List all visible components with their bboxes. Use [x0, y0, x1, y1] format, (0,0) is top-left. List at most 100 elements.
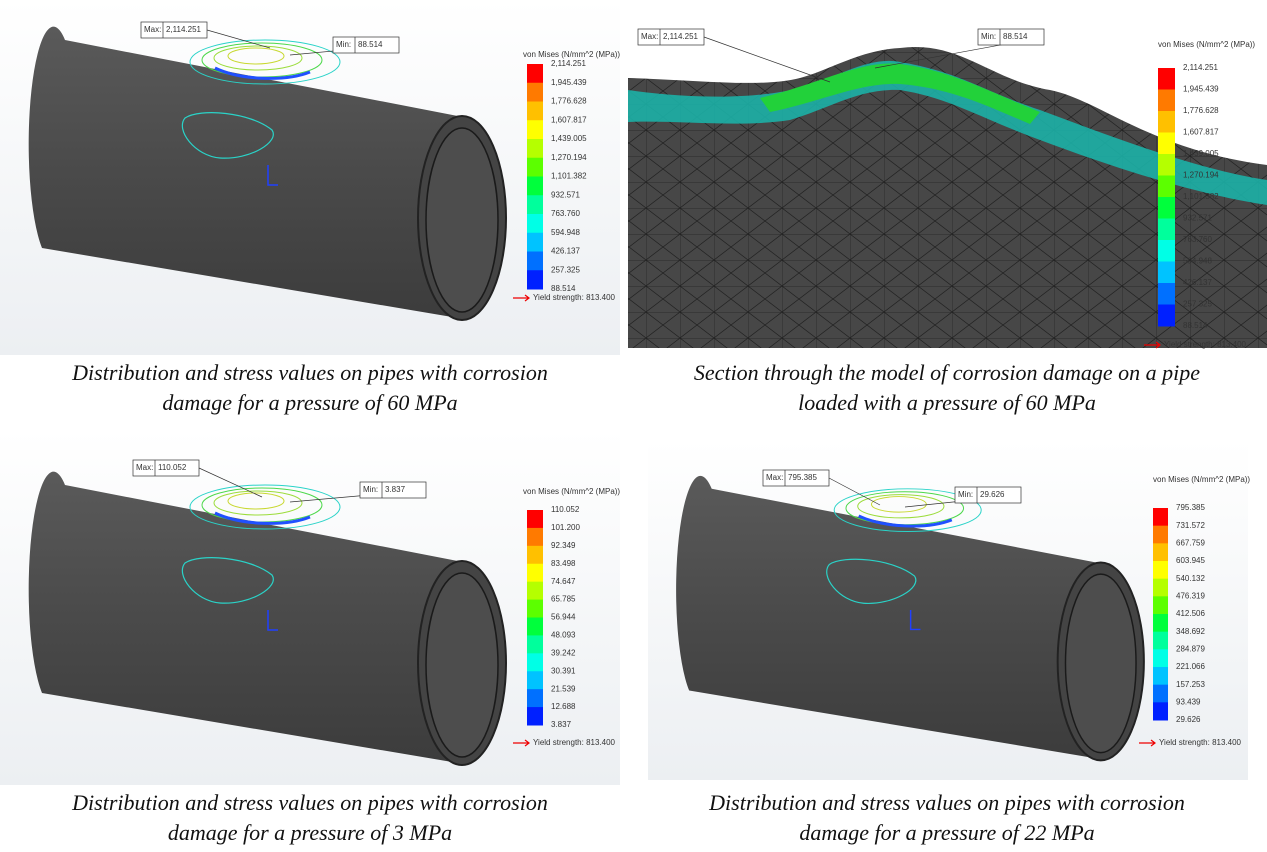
legend-color	[527, 233, 543, 252]
legend-color	[1153, 667, 1168, 685]
legend-value: 101.200	[551, 523, 580, 532]
max-value: 795.385	[788, 473, 817, 482]
legend-color	[527, 707, 543, 725]
legend-color	[1153, 579, 1168, 597]
legend-value: 65.785	[551, 595, 576, 604]
legend-color	[527, 139, 543, 158]
legend-value: 932.571	[551, 190, 580, 199]
legend-color	[1153, 632, 1168, 650]
legend-color	[527, 83, 543, 102]
legend-color	[527, 528, 543, 546]
legend-color	[1158, 240, 1175, 262]
legend-color	[527, 64, 543, 83]
max-value: 110.052	[158, 463, 187, 472]
min-value: 88.514	[1003, 32, 1028, 41]
legend-color	[1153, 561, 1168, 579]
legend-color	[1153, 702, 1168, 720]
legend-color	[527, 546, 543, 564]
legend-color	[1158, 197, 1175, 219]
legend-value: 1,439.005	[551, 134, 587, 143]
legend-color	[527, 177, 543, 196]
legend-value: 667.759	[1176, 538, 1205, 547]
legend-color	[527, 102, 543, 121]
legend-color	[527, 635, 543, 653]
caption-line: Distribution and stress values on pipes …	[71, 360, 548, 385]
figure: Max: 2,114.251 Min: 88.514 von Mises (N/mm^2…	[0, 0, 1267, 852]
min-label: Min:	[363, 485, 378, 494]
legend-color	[527, 214, 543, 233]
legend-color	[1153, 543, 1168, 561]
caption-line: loaded with a pressure of 60 MPa	[798, 390, 1096, 415]
legend-color	[1158, 154, 1175, 176]
legend-value: 30.391	[551, 666, 576, 675]
caption-line: Distribution and stress values on pipes …	[71, 790, 548, 815]
legend-value: 603.945	[1176, 556, 1205, 565]
legend-color	[527, 689, 543, 707]
legend-color	[1153, 596, 1168, 614]
legend-value: 3.837	[551, 720, 572, 729]
legend-value: 594.948	[551, 228, 580, 237]
legend-color	[1158, 262, 1175, 284]
min-value: 3.837	[385, 485, 406, 494]
max-label: Max:	[766, 473, 783, 482]
legend-color	[1158, 305, 1175, 327]
legend-color	[527, 582, 543, 600]
legend-value: 2,114.251	[551, 59, 587, 68]
legend-value: 412.506	[1176, 609, 1205, 618]
legend-color	[527, 564, 543, 582]
caption-line: damage for a pressure of 3 MPa	[168, 820, 452, 845]
legend-value: 763.760	[551, 209, 580, 218]
min-label: Min:	[336, 40, 351, 49]
legend-color	[527, 510, 543, 528]
legend-title: von Mises (N/mm^2 (MPa))	[523, 50, 620, 59]
legend-value: 93.439	[1176, 697, 1201, 706]
legend-value: 795.385	[1176, 503, 1205, 512]
panel: Max: 2,114.251 Min: 88.514 von Mises (N/mm^2…	[0, 0, 620, 415]
legend-value: 476.319	[1176, 591, 1205, 600]
legend-title: von Mises (N/mm^2 (MPa))	[1158, 40, 1255, 49]
legend-value: 29.626	[1176, 715, 1201, 724]
yield-strength: Yield strength: 813.400	[533, 738, 616, 747]
min-label: Min:	[981, 32, 996, 41]
legend-value: 221.066	[1176, 662, 1205, 671]
legend-value: 257.325	[1183, 300, 1212, 309]
legend-value: 257.325	[551, 265, 580, 274]
legend-value: 1,101.382	[551, 172, 587, 181]
legend-value: 1,945.439	[551, 78, 587, 87]
legend-color	[1158, 133, 1175, 155]
legend-value: 1,101.382	[1183, 192, 1219, 201]
legend-value: 426.137	[551, 247, 580, 256]
legend-value: 2,114.251	[1183, 63, 1219, 72]
max-label: Max:	[144, 25, 161, 34]
yield-strength: Yield strength: 813.400	[533, 293, 616, 302]
caption-line: Distribution and stress values on pipes …	[708, 790, 1185, 815]
legend-value: 1,270.194	[551, 153, 587, 162]
min-label: Min:	[958, 490, 973, 499]
legend-value: 1,270.194	[1183, 171, 1219, 180]
legend-value: 92.349	[551, 541, 576, 550]
legend-value: 1,776.628	[1183, 106, 1219, 115]
legend-color	[1158, 90, 1175, 112]
legend-value: 731.572	[1176, 521, 1205, 530]
min-value: 29.626	[980, 490, 1005, 499]
legend-color	[1153, 685, 1168, 703]
pipe-bore	[426, 573, 498, 757]
legend-value: 426.137	[1183, 278, 1212, 287]
caption-line: damage for a pressure of 60 MPa	[162, 390, 457, 415]
legend-value: 1,607.817	[1183, 128, 1219, 137]
legend-value: 284.879	[1176, 644, 1205, 653]
legend-color	[527, 252, 543, 271]
legend-color	[1153, 614, 1168, 632]
legend-color	[1153, 526, 1168, 544]
legend-color	[527, 270, 543, 289]
caption-line: Section through the model of corrosion d…	[694, 360, 1200, 385]
legend-value: 88.514	[551, 284, 576, 293]
legend-value: 48.093	[551, 631, 576, 640]
legend-color	[527, 600, 543, 618]
legend-color	[1158, 68, 1175, 90]
legend-color	[1158, 176, 1175, 198]
legend-color	[527, 120, 543, 139]
pipe-bore	[426, 128, 498, 312]
